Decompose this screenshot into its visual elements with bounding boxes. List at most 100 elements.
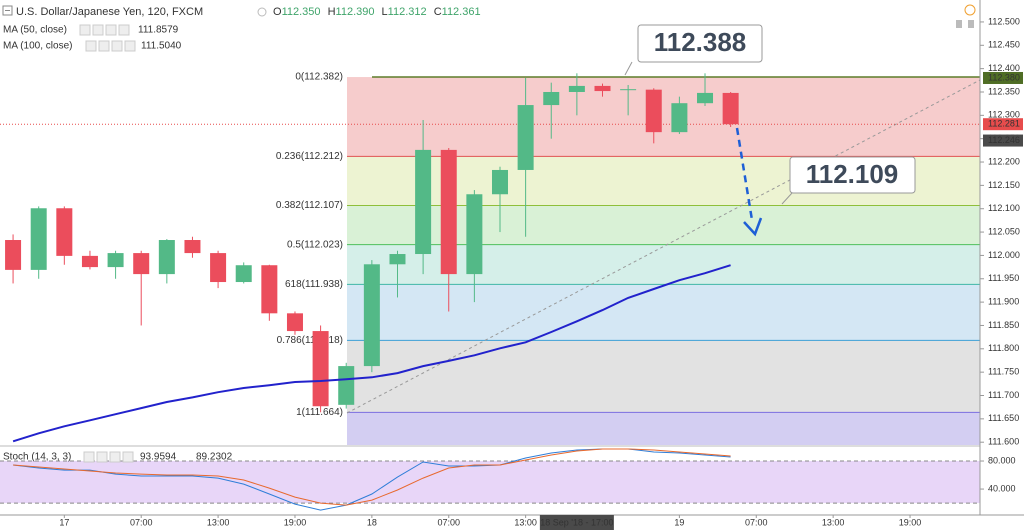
x-tick-label: 19:00 bbox=[284, 517, 307, 527]
x-tick-label: 07:00 bbox=[130, 517, 153, 527]
y-tick-label: 111.850 bbox=[988, 320, 1019, 330]
candle-body bbox=[645, 89, 662, 133]
candle-body bbox=[286, 313, 303, 332]
callout bbox=[789, 156, 916, 194]
x-tick-label: 17 bbox=[59, 517, 69, 527]
candle-body bbox=[389, 254, 406, 265]
x-tick-label: 13:00 bbox=[822, 517, 845, 527]
ohlc-value: 112.390 bbox=[336, 6, 375, 18]
trend-line bbox=[346, 79, 981, 414]
settings-icon[interactable] bbox=[257, 7, 267, 17]
stoch-value: 93.9594 bbox=[140, 452, 177, 463]
candle-body bbox=[517, 105, 534, 170]
candle-body bbox=[568, 85, 585, 92]
price-badge bbox=[983, 118, 1023, 131]
candle-body bbox=[363, 264, 380, 367]
y-tick-label: 112.450 bbox=[988, 40, 1020, 50]
fib-zone bbox=[347, 340, 980, 413]
ohlc-key: O bbox=[273, 6, 282, 18]
callout-text: 112.388 bbox=[654, 27, 747, 57]
forecast-arrowhead bbox=[743, 217, 763, 237]
candle-body bbox=[30, 208, 47, 270]
ohlc-value: 112.312 bbox=[388, 6, 427, 18]
callout-pointer bbox=[624, 61, 633, 76]
toolbar-icon[interactable] bbox=[968, 20, 974, 28]
forecast-arrow bbox=[735, 127, 754, 221]
y-tick-label: 111.600 bbox=[988, 437, 1019, 447]
fib-zone bbox=[347, 77, 980, 157]
collapse-icon[interactable] bbox=[2, 5, 13, 16]
fib-label: 0(112.382) bbox=[295, 72, 343, 83]
callout-text: 112.109 bbox=[806, 159, 899, 189]
stoch-band bbox=[0, 461, 980, 504]
indicator-name: MA (50, close) bbox=[3, 25, 67, 36]
x-tick-label: 19 bbox=[674, 517, 684, 527]
alert-icon[interactable] bbox=[964, 4, 976, 16]
header: U.S. Dollar/Japanese Yen, 120, FXCM O112… bbox=[2, 4, 976, 463]
y-tick-label: 111.700 bbox=[988, 390, 1019, 400]
fib-zone bbox=[347, 412, 980, 445]
y-tick-label: 112.350 bbox=[988, 86, 1020, 96]
moving-average bbox=[12, 264, 731, 443]
x-tick-label: 13:00 bbox=[514, 517, 537, 527]
symbol-title: U.S. Dollar/Japanese Yen, 120, FXCM bbox=[16, 6, 203, 18]
fib-zone bbox=[347, 284, 980, 341]
price-badge bbox=[983, 134, 1023, 147]
price-badge-label: 112.246 bbox=[988, 135, 1020, 145]
ohlc-key: C bbox=[434, 6, 442, 18]
time-axis bbox=[0, 515, 980, 532]
indicator-buttons[interactable] bbox=[79, 24, 136, 463]
candle-body bbox=[5, 240, 22, 270]
x-tick-label: 19:00 bbox=[899, 517, 922, 527]
candle-body bbox=[697, 92, 714, 104]
ohlc-value: 112.350 bbox=[282, 6, 321, 18]
x-tick-highlight bbox=[539, 515, 614, 530]
fib-label: 618(111.938) bbox=[285, 279, 343, 290]
candle-body bbox=[543, 91, 560, 106]
candle-body bbox=[158, 240, 175, 275]
candle-body bbox=[338, 366, 355, 405]
candle-body bbox=[722, 92, 739, 125]
y-tick-label: 112.000 bbox=[988, 250, 1020, 260]
stoch-line bbox=[13, 448, 731, 506]
candle-body bbox=[184, 240, 201, 254]
x-tick-label: 18 bbox=[367, 517, 377, 527]
indicator-name: MA (100, close) bbox=[3, 41, 72, 52]
y-tick-label: 111.900 bbox=[988, 296, 1019, 306]
y-tick-label: 111.800 bbox=[988, 343, 1019, 353]
candle-body bbox=[415, 149, 432, 255]
fib-label: 0.382(112.107) bbox=[276, 200, 343, 211]
y-tick-label: 112.050 bbox=[988, 226, 1020, 236]
indicator-value: 111.8579 bbox=[138, 25, 179, 36]
y-tick-label: 112.400 bbox=[988, 63, 1020, 73]
candle-body bbox=[594, 85, 611, 92]
candle-body bbox=[235, 265, 252, 283]
stoch-title: Stoch (14, 3, 3) bbox=[3, 452, 71, 463]
callout bbox=[637, 24, 763, 63]
candle-body bbox=[491, 169, 508, 195]
candle-body bbox=[312, 331, 329, 407]
y-tick-label: 112.200 bbox=[988, 156, 1020, 166]
fib-label: 0.5(112.023) bbox=[287, 239, 343, 250]
ohlc-key: H bbox=[328, 6, 336, 18]
price-badge bbox=[983, 71, 1023, 84]
y-tick-label: 112.500 bbox=[988, 16, 1020, 26]
y-tick-label: 111.650 bbox=[988, 413, 1019, 423]
price-badge-label: 112.281 bbox=[988, 119, 1020, 129]
callout-pointer bbox=[781, 192, 793, 205]
toolbar-icon[interactable] bbox=[956, 20, 962, 28]
candle-body bbox=[440, 149, 457, 275]
fib-label: 1(111.664) bbox=[296, 407, 343, 418]
y-tick-label: 111.750 bbox=[988, 367, 1019, 377]
x-tick-label: 13:00 bbox=[207, 517, 230, 527]
fib-label: 0.786(111.818) bbox=[277, 335, 343, 346]
y-tick-label: 111.950 bbox=[988, 273, 1019, 283]
stoch-value: 89.2302 bbox=[196, 452, 233, 463]
candle-body bbox=[56, 208, 73, 256]
y-tick-label: 40.000 bbox=[988, 483, 1016, 493]
y-tick-label: 112.150 bbox=[988, 180, 1020, 190]
price-badge-label: 112.380 bbox=[988, 72, 1020, 82]
y-tick-label: 112.300 bbox=[988, 110, 1020, 120]
candle-body bbox=[133, 253, 150, 275]
candle-body bbox=[671, 103, 688, 133]
